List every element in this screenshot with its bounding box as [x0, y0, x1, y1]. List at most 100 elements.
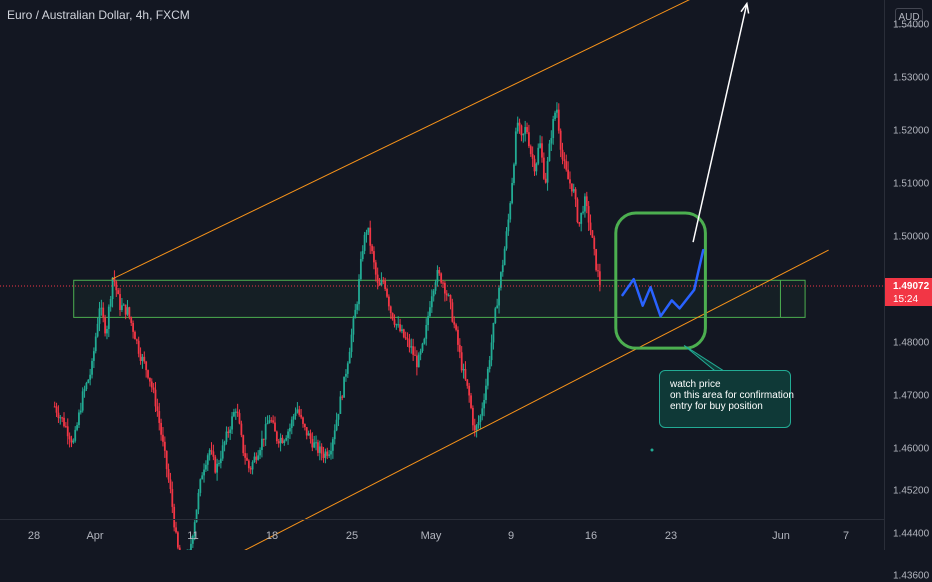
candle-body [483, 400, 485, 409]
candle-body [68, 436, 71, 440]
candle-body [477, 422, 480, 426]
candle-body [490, 342, 493, 361]
callout-line: entry for buy position [670, 401, 763, 412]
annotation-callout[interactable]: watch price on this area for confirmatio… [659, 370, 794, 428]
candle-body [544, 178, 547, 183]
candle-body [341, 396, 344, 398]
candle-body [556, 109, 558, 113]
candle-body [363, 234, 366, 251]
candle-body [171, 489, 174, 507]
candle-body [272, 420, 275, 423]
candle-body [98, 308, 101, 324]
candle-body [156, 406, 159, 412]
current-price-value: 1.49072 [893, 281, 930, 292]
candle-body [541, 143, 543, 158]
candle-body [221, 445, 224, 459]
candle-body [96, 323, 99, 337]
candle-body [408, 339, 411, 348]
callout-line: watch price [670, 379, 721, 390]
price-chart[interactable] [0, 0, 932, 550]
candle-body [492, 322, 495, 343]
arrow-head [740, 1, 750, 14]
candle-body [244, 453, 247, 458]
candle-body [554, 112, 556, 120]
candle-body [570, 183, 573, 192]
price-axis-divider [884, 0, 885, 550]
candle-body [107, 306, 110, 329]
candle-body [229, 429, 232, 433]
candle-body [89, 374, 92, 380]
candle-body [481, 408, 484, 416]
time-tick-label: May [420, 530, 442, 542]
candle-body [255, 456, 258, 460]
candle-body [318, 446, 321, 453]
candle-body [277, 441, 280, 444]
candle-body [387, 296, 390, 307]
candle-body [520, 125, 523, 136]
candle-body [595, 249, 598, 271]
candle-body [119, 294, 121, 311]
candle-body [167, 469, 170, 480]
candle-body [160, 422, 163, 435]
candle-body [486, 368, 489, 386]
price-tick-label: 1.53000 [893, 72, 930, 84]
candle-body [578, 222, 581, 224]
candle-body [290, 419, 293, 428]
candle-body [309, 433, 312, 439]
candle-body [382, 280, 385, 282]
candle-body [76, 425, 78, 430]
candle-body [473, 425, 476, 431]
time-axis-divider [0, 519, 884, 520]
candle-body [147, 370, 149, 378]
candle-body [559, 130, 562, 150]
candle-body [87, 379, 90, 383]
candle-body [369, 227, 372, 246]
candle-body [376, 274, 379, 284]
candle-body [470, 395, 472, 408]
candle-body [535, 163, 538, 172]
candle-body [262, 438, 265, 440]
candle-body [281, 437, 284, 444]
candle-body [384, 280, 387, 289]
candle-body [302, 417, 304, 424]
candle-body [529, 146, 532, 155]
candle-body [152, 387, 155, 390]
candle-body [591, 230, 594, 238]
candle-body [61, 417, 64, 419]
candle-body [410, 346, 413, 348]
candle-body [475, 425, 478, 431]
candle-body [350, 334, 353, 352]
candle-body [158, 411, 161, 423]
candle-body [468, 385, 471, 396]
candle-body [550, 138, 553, 144]
currency-button[interactable]: AUD [895, 8, 923, 27]
candle-body [117, 290, 120, 295]
candle-body [561, 149, 564, 160]
candle-body [236, 411, 239, 414]
candle-body [436, 270, 439, 283]
candle-body [414, 354, 416, 356]
candle-body [412, 346, 415, 355]
candle-body [371, 245, 373, 252]
candle-body [287, 431, 289, 438]
candle-body [120, 305, 123, 311]
candle-body [296, 409, 299, 413]
candle-body [563, 159, 566, 162]
candle-body [122, 304, 125, 306]
candle-body [445, 293, 448, 296]
candle-body [488, 360, 491, 369]
candle-body [197, 492, 200, 510]
candle-body [434, 282, 437, 291]
candle-body [92, 351, 95, 361]
candle-body [195, 509, 198, 523]
candle-body [268, 420, 271, 424]
candle-body [498, 287, 500, 306]
time-tick-label: Apr [86, 530, 104, 542]
candle-body [462, 369, 465, 371]
candle-body [214, 456, 217, 473]
candle-body [343, 376, 345, 398]
candle-body [593, 237, 596, 250]
candle-body [580, 212, 583, 224]
candle-body [367, 227, 370, 233]
candle-body [210, 450, 213, 452]
